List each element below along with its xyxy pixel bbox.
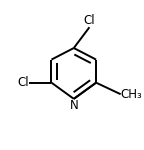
Text: Cl: Cl xyxy=(18,76,29,89)
Text: Cl: Cl xyxy=(84,14,95,27)
Text: CH₃: CH₃ xyxy=(121,88,142,101)
Text: N: N xyxy=(69,99,78,112)
